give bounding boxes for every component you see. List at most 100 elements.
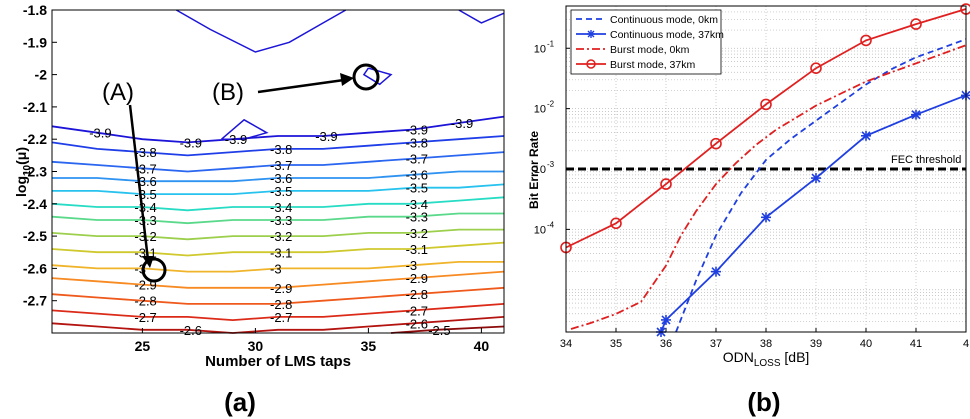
series-marker-circle (910, 18, 922, 30)
contour-label: -2.8 (270, 297, 292, 312)
contour-labels: -3.9-3.9 -3.9 -3.9 -3.9 -3.9-3.8 -3.8 -3.8-3.7… (89, 116, 473, 338)
contour-y-tick-label: -2.6 (23, 260, 47, 276)
star-stroke (811, 173, 821, 183)
contour-label: -3.2 (406, 226, 428, 241)
contour-label: -3.9 (180, 135, 202, 150)
series-marker-star (811, 173, 821, 184)
contour-label: -3.8 (270, 142, 292, 157)
contour-line (51, 316, 505, 334)
ber-x-tick-label: 4 (963, 338, 969, 350)
contour-label: -2.7 (270, 310, 292, 325)
contour-label: -2.9 (270, 281, 292, 296)
ber-x-tick-label: 39 (810, 338, 822, 350)
contour-line (51, 270, 505, 289)
series-marker-circle (610, 217, 622, 230)
ber-x-axis-label: ODNLOSS [dB] (723, 349, 810, 369)
fec-threshold-label: FEC threshold (891, 154, 961, 166)
contour-label: -3.9 (225, 132, 247, 147)
legend-label: Continuous mode, 37km (610, 29, 724, 41)
ber-y-tick-exponent: -2 (547, 100, 555, 109)
contour-y-tick-label: -2.1 (23, 99, 47, 115)
contour-label: -2.9 (406, 271, 428, 286)
series-marker-star (711, 266, 721, 277)
contour-label: -3.7 (134, 161, 156, 176)
ber-x-tick-label: 37 (710, 338, 722, 350)
legend-marker-circle (586, 59, 596, 69)
star-stroke (711, 267, 721, 277)
contour-label: -2.5 (428, 323, 450, 338)
contour-label: -3.3 (406, 210, 428, 225)
series-marker-star (761, 212, 771, 223)
annotation-a-circle (141, 257, 167, 283)
contour-x-tick-label: 25 (135, 338, 151, 354)
contour-label: -3 (134, 261, 146, 276)
annotation-b-label: (B) (212, 79, 244, 106)
series-line (570, 44, 967, 330)
contour-label: -2.8 (406, 287, 428, 302)
contour-label: -3.2 (270, 229, 292, 244)
contour-y-tick-label: -2.3 (23, 164, 47, 180)
series-marker-star (911, 109, 921, 120)
ber-x-tick-label: 35 (610, 338, 622, 350)
contour-x-axis-label: Number of LMS taps (205, 353, 351, 370)
ber-y-tick-label: 10 (534, 104, 546, 116)
contour-label: -3.7 (270, 158, 292, 173)
contour-label: -3.5 (270, 184, 292, 199)
ber-y-ticks: 10-110-210-310-4 (534, 39, 570, 236)
contour-line (51, 196, 505, 212)
contour-label: -3.4 (134, 200, 156, 215)
contour-x-ticks: 25 30 35 40 (135, 328, 490, 354)
ber-y-tick-exponent: -3 (547, 160, 555, 169)
contour-label: -2.7 (134, 310, 156, 325)
contour-label: -3 (270, 261, 282, 276)
contour-x-tick-label: 40 (474, 338, 490, 354)
series-marker-star (861, 130, 871, 141)
contour-loop (221, 118, 269, 140)
legend-star-stroke (587, 30, 595, 38)
legend-label: Burst mode, 37km (610, 59, 695, 71)
annotation-a: (A) (102, 79, 167, 283)
contour-line (51, 286, 505, 305)
contour-line (51, 135, 505, 157)
contour-line (390, 325, 505, 334)
contour-y-tick-label: -2 (35, 67, 48, 83)
contour-label: -2.6 (406, 316, 428, 331)
annotation-a-label: (A) (102, 79, 134, 106)
contour-lines (51, 9, 505, 334)
contour-label: -3.4 (270, 200, 292, 215)
contour-label: -3.9 (89, 126, 111, 141)
contour-y-axis-label: log10(μ) (13, 147, 33, 197)
contour-line (51, 303, 505, 322)
contour-loop (175, 9, 347, 53)
series-marker-circle (860, 34, 872, 47)
annotation-b: (B) (212, 63, 380, 106)
contour-label: -3.8 (406, 135, 428, 150)
caption-a: (a) (224, 387, 256, 417)
star-stroke (911, 110, 921, 120)
legend-label: Continuous mode, 0km (610, 14, 718, 26)
star-stroke (861, 131, 871, 141)
contour-label: -3.5 (406, 181, 428, 196)
contour-label: -3.3 (270, 213, 292, 228)
star-stroke (761, 212, 771, 222)
ber-x-tick-label: 41 (910, 338, 922, 350)
contour-line (51, 260, 504, 273)
contour-label: -3.9 (406, 123, 428, 138)
series-line (675, 38, 967, 333)
contour-label: -3.9 (451, 116, 473, 131)
caption-b: (b) (747, 387, 780, 417)
series-marker-circle (810, 62, 822, 74)
annotation-b-arrow (257, 78, 345, 94)
ber-x-tick-label: 36 (660, 338, 672, 350)
ber-x-tick-label: 34 (560, 338, 572, 350)
ber-y-axis-label: Bit Error Rate (527, 131, 541, 209)
contour-loop (458, 9, 505, 24)
ber-y-tick-label: 10 (534, 164, 546, 176)
contour-x-tick-label: 30 (248, 338, 264, 354)
contour-y-tick-label: -1.8 (23, 2, 47, 18)
ber-legend: Continuous mode, 0km Continuous mode, 37k… (570, 9, 724, 75)
contour-line (51, 228, 504, 241)
contour-line (51, 151, 505, 173)
contour-label: -2.8 (134, 294, 156, 309)
